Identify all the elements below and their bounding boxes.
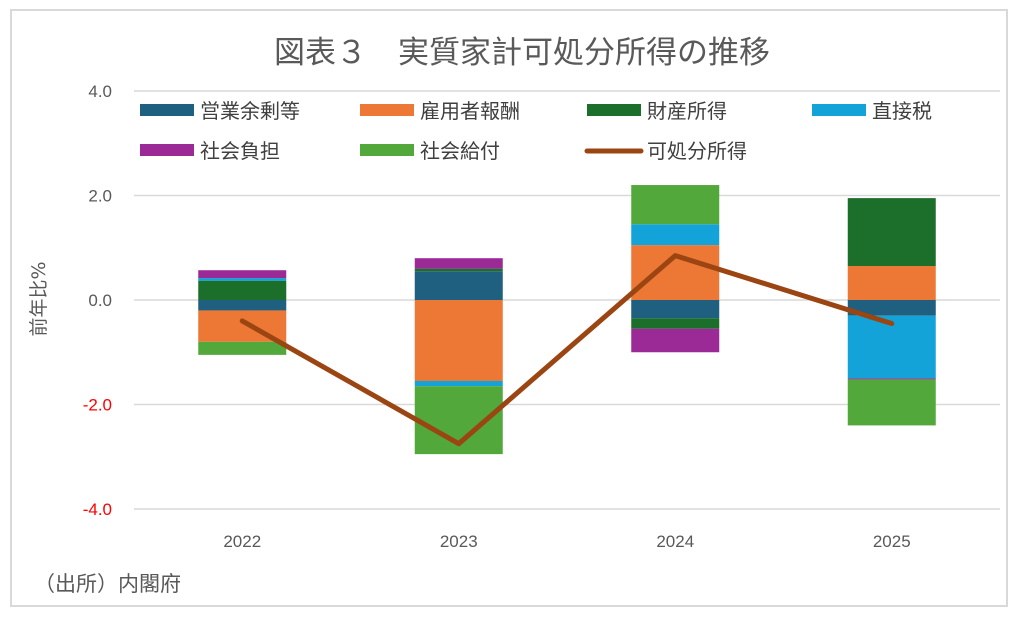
bar-segment [414, 268, 503, 272]
bar-segment [847, 300, 936, 316]
bar-segment [847, 379, 936, 426]
legend-swatch [360, 104, 414, 116]
x-tick-label: 2023 [440, 532, 478, 551]
bar-segment [198, 278, 287, 281]
legend-label: 直接税 [872, 99, 932, 123]
line-series [239, 253, 895, 447]
bar-segment [198, 341, 287, 355]
bar-segment [198, 270, 287, 279]
bar-segment [847, 266, 936, 300]
bar-segment [847, 315, 936, 379]
y-tick-label: -4.0 [83, 500, 112, 519]
bar-segment [631, 318, 720, 329]
bar-segment [198, 300, 287, 311]
legend-label: 営業余剰等 [200, 99, 300, 123]
y-tick-label: 4.0 [88, 82, 112, 101]
bar-segment [414, 258, 503, 269]
legend-label: 雇用者報酬 [420, 99, 520, 123]
legend-swatch [360, 144, 414, 156]
chart-title: 図表３ 実質家計可処分所得の推移 [274, 35, 770, 71]
bar-segment [631, 300, 720, 319]
bars [198, 185, 936, 455]
bar-segment [847, 378, 936, 380]
bar-segment [414, 300, 503, 381]
legend-swatch [812, 104, 866, 116]
y-axis-ticks: 4.0 2.0 0.0 -2.0 -4.0 [83, 82, 112, 519]
bar-segment [631, 224, 720, 246]
bar-segment [414, 271, 503, 300]
bar-segment [631, 328, 720, 353]
x-tick-label: 2022 [223, 532, 261, 551]
bar-segment [198, 280, 287, 300]
legend-label: 可処分所得 [647, 139, 747, 163]
x-tick-label: 2025 [873, 532, 911, 551]
line-disposable-income [239, 253, 895, 447]
legend-swatch [140, 104, 194, 116]
chart-frame: 図表３ 実質家計可処分所得の推移 4.0 2.0 0.0 -2.0 -4.0 2022 2… [10, 9, 1008, 607]
y-tick-label: -2.0 [83, 396, 112, 415]
bar-segment [414, 380, 503, 387]
legend-swatch [587, 104, 641, 116]
bar-segment [847, 198, 936, 267]
bar-segment [631, 185, 720, 225]
x-axis-ticks: 2022 2023 2024 2025 [223, 532, 910, 551]
legend-label: 財産所得 [647, 99, 727, 123]
y-axis-label: 前年比% [28, 261, 50, 336]
legend-label: 社会給付 [420, 139, 500, 163]
legend-label: 社会負担 [200, 139, 280, 163]
source-note: （出所）内閣府 [34, 572, 181, 596]
legend-swatch [140, 144, 194, 156]
x-tick-label: 2024 [656, 532, 694, 551]
y-tick-label: 0.0 [88, 291, 112, 310]
chart-canvas: 図表３ 実質家計可処分所得の推移 4.02.00.0-2.0-4.0 2022 2… [28, 35, 1000, 596]
y-tick-label: 2.0 [88, 187, 112, 206]
